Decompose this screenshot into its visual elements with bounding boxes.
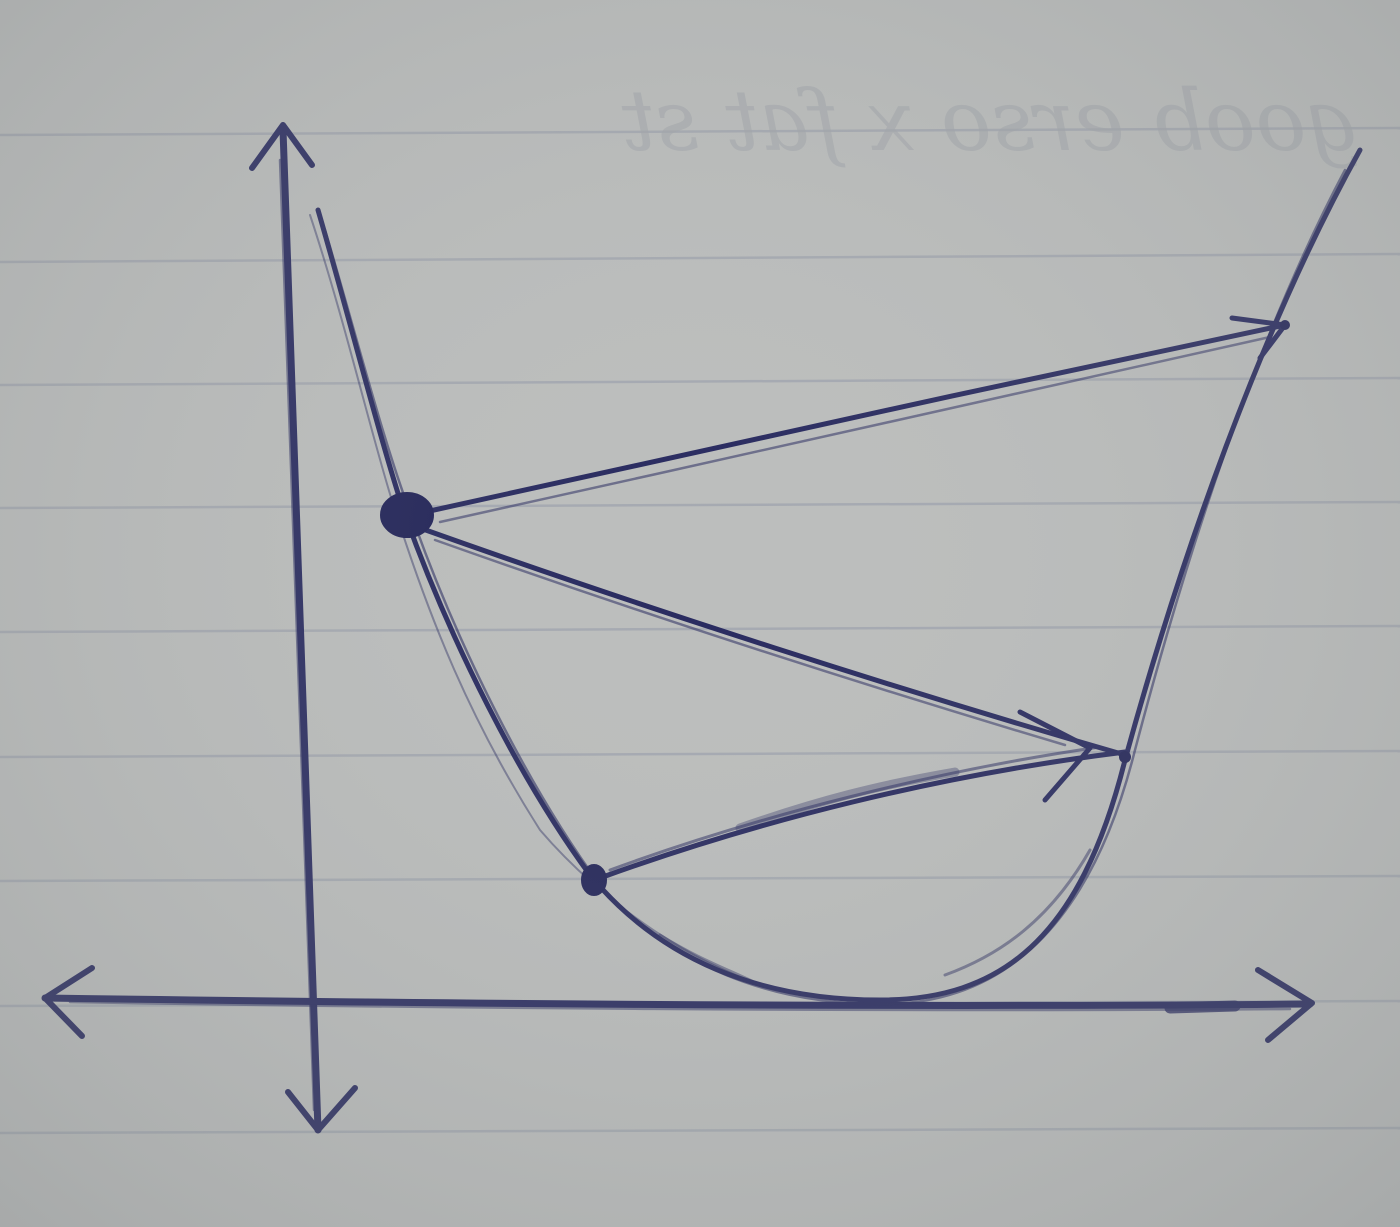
right-low-point: [1119, 751, 1131, 763]
left-low-point-dot: [581, 864, 607, 896]
x-axis-ink-blot: [1164, 1000, 1241, 1014]
start-point-dot: [380, 492, 434, 538]
bleed-through-line-2: goob erso x fat st: [622, 72, 1360, 170]
bleed-through-writing: goob erso x fat st: [622, 72, 1360, 170]
right-high-point: [1280, 320, 1290, 330]
